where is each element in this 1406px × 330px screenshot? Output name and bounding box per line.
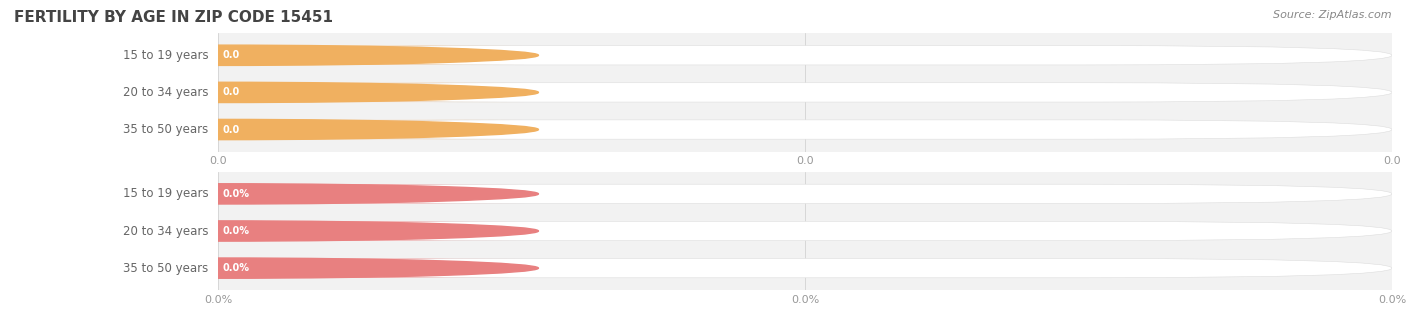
Text: 0.0: 0.0: [222, 87, 240, 97]
Text: 20 to 34 years: 20 to 34 years: [124, 86, 208, 99]
Text: FERTILITY BY AGE IN ZIP CODE 15451: FERTILITY BY AGE IN ZIP CODE 15451: [14, 10, 333, 25]
FancyBboxPatch shape: [0, 83, 523, 102]
FancyBboxPatch shape: [0, 258, 523, 278]
FancyBboxPatch shape: [0, 46, 523, 65]
Text: 0.0%: 0.0%: [222, 226, 250, 236]
Text: 20 to 34 years: 20 to 34 years: [124, 224, 208, 238]
Circle shape: [0, 221, 538, 241]
Circle shape: [0, 119, 538, 140]
FancyBboxPatch shape: [0, 184, 523, 204]
Text: 0.0%: 0.0%: [222, 189, 250, 199]
FancyBboxPatch shape: [218, 83, 1392, 102]
Text: 15 to 19 years: 15 to 19 years: [122, 49, 208, 62]
FancyBboxPatch shape: [0, 221, 523, 241]
Text: Source: ZipAtlas.com: Source: ZipAtlas.com: [1274, 10, 1392, 20]
Text: 0.0%: 0.0%: [222, 263, 250, 273]
FancyBboxPatch shape: [218, 120, 1392, 139]
Circle shape: [0, 258, 538, 278]
Text: 35 to 50 years: 35 to 50 years: [124, 262, 208, 275]
FancyBboxPatch shape: [218, 221, 1392, 241]
Text: 15 to 19 years: 15 to 19 years: [122, 187, 208, 200]
Text: 0.0: 0.0: [222, 50, 240, 60]
Circle shape: [0, 82, 538, 103]
FancyBboxPatch shape: [0, 120, 523, 139]
FancyBboxPatch shape: [218, 46, 1392, 65]
Text: 0.0: 0.0: [222, 124, 240, 135]
Circle shape: [0, 45, 538, 65]
FancyBboxPatch shape: [218, 184, 1392, 204]
Text: 35 to 50 years: 35 to 50 years: [124, 123, 208, 136]
Circle shape: [0, 184, 538, 204]
FancyBboxPatch shape: [218, 258, 1392, 278]
